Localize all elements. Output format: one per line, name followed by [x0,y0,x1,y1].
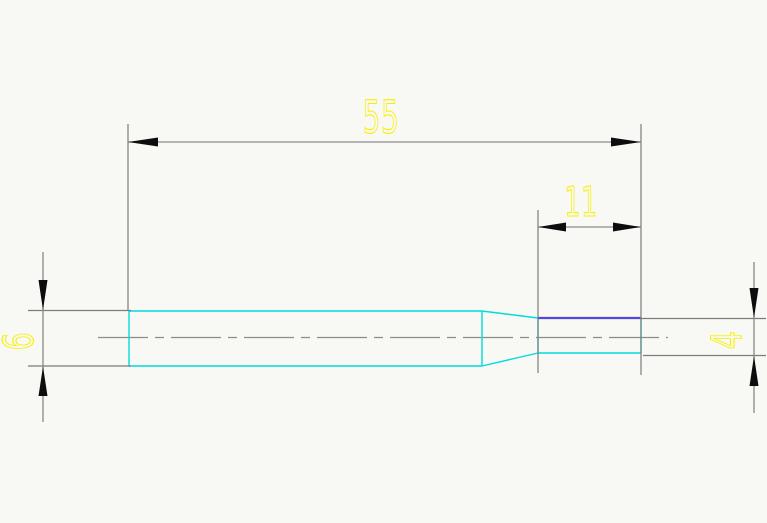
arrowhead-down-icon [38,280,48,310]
arrowhead-left-icon [538,222,566,232]
dimension-total-length[interactable]: 55 [127,90,642,375]
arrowhead-up-icon [38,366,48,396]
dim-left-diameter-value[interactable]: 6 [0,331,44,351]
arrowhead-left-icon [128,137,158,147]
dim-right-diameter-value[interactable]: 4 [703,330,752,350]
arrowhead-up-icon [749,356,759,386]
arrowhead-right-icon [613,222,641,232]
dimension-right-diameter[interactable]: 4 [641,262,766,413]
arrowhead-right-icon [611,137,641,147]
part-taper-bottom[interactable] [481,352,539,367]
dim-tip-length-value[interactable]: 11 [564,178,598,227]
dimension-left-diameter[interactable]: 6 [0,252,131,422]
dimension-tip-length[interactable]: 11 [537,178,641,373]
dim-total-length-value[interactable]: 55 [362,90,400,144]
part-taper-top[interactable] [481,310,539,319]
arrowhead-down-icon [749,288,759,318]
